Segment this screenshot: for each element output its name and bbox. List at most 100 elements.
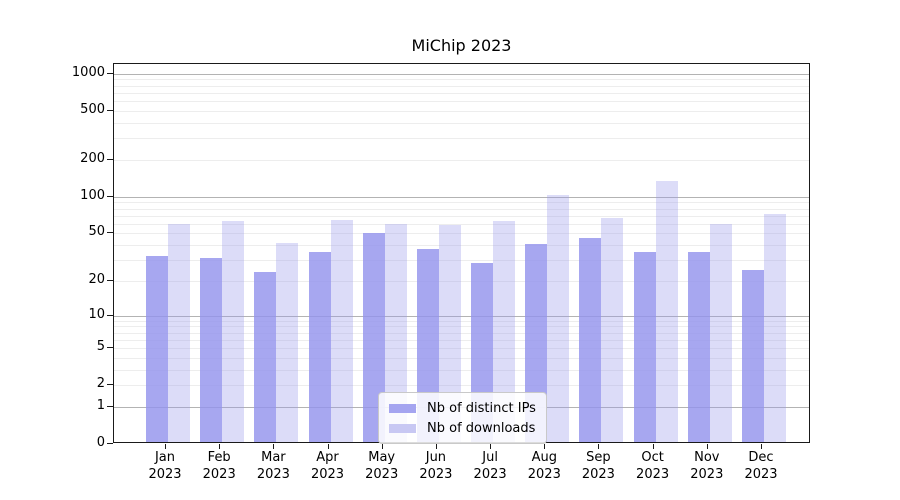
minor-gridline [114, 159, 809, 161]
bar-mar-distinct-ips [254, 271, 277, 442]
x-tick-label: Mar 2023 [256, 450, 290, 482]
x-tick-label: Nov 2023 [690, 450, 724, 482]
y-tick-mark [107, 314, 113, 316]
y-tick-mark [107, 443, 113, 444]
x-tick-mark [273, 444, 275, 449]
minor-gridline [114, 320, 809, 322]
y-tick-mark [107, 158, 113, 160]
x-tick-label: Feb 2023 [202, 450, 236, 482]
y-tick-label: 5 [96, 339, 105, 354]
legend-row-downloads: Nb of downloads [389, 418, 536, 438]
bar-mar-downloads [276, 243, 299, 442]
minor-gridline [114, 339, 809, 341]
y-tick-mark [107, 195, 113, 197]
minor-gridline [114, 369, 809, 371]
x-tick-label: Dec 2023 [744, 450, 778, 482]
bar-apr-distinct-ips [308, 251, 331, 442]
y-tick-label: 1 [96, 397, 105, 413]
minor-gridline [114, 215, 809, 217]
x-tick-label: Apr 2023 [310, 450, 345, 482]
minor-gridline [114, 202, 809, 204]
minor-gridline [114, 260, 809, 261]
y-tick-label: 100 [80, 187, 105, 203]
y-tick-mark [107, 109, 113, 111]
minor-gridline [114, 385, 809, 387]
major-gridline [114, 73, 809, 75]
minor-gridline [114, 280, 809, 282]
minor-gridline [114, 110, 809, 112]
x-tick-mark [381, 444, 383, 449]
y-tick-mark [107, 347, 113, 348]
bar-oct-downloads [655, 180, 678, 442]
minor-gridline [114, 101, 809, 103]
minor-gridline [114, 208, 809, 210]
chart-title: MiChip 2023 [411, 36, 512, 55]
y-tick-mark [107, 384, 113, 386]
bar-apr-downloads [330, 220, 353, 442]
minor-gridline [114, 326, 809, 328]
bar-may-downloads [384, 224, 407, 442]
y-tick-label: 10 [88, 306, 105, 322]
minor-gridline [114, 233, 809, 235]
x-tick-mark [761, 444, 762, 449]
y-tick-label: 20 [88, 271, 105, 287]
x-tick-mark [219, 444, 221, 449]
minor-gridline [114, 223, 809, 225]
legend-label-downloads: Nb of downloads [427, 420, 536, 436]
y-tick-label: 200 [80, 150, 105, 166]
legend-swatch-downloads [389, 423, 416, 433]
y-tick-label: 50 [88, 224, 105, 240]
minor-gridline [114, 122, 809, 124]
minor-gridline [114, 357, 809, 359]
x-tick-mark [435, 444, 437, 449]
minor-gridline [114, 332, 809, 334]
x-tick-mark [706, 444, 708, 449]
x-tick-mark [327, 444, 329, 449]
y-tick-mark [107, 72, 113, 74]
bar-feb-downloads [222, 220, 245, 442]
x-tick-label: May 2023 [365, 450, 399, 482]
minor-gridline [114, 138, 809, 140]
x-tick-mark [652, 444, 654, 449]
x-tick-label: Jul 2023 [473, 450, 507, 482]
x-tick-mark [544, 444, 546, 449]
minor-gridline [114, 85, 809, 87]
bar-feb-distinct-ips [200, 258, 223, 442]
bar-sep-downloads [601, 217, 624, 442]
legend-swatch-distinct-ips [389, 403, 416, 413]
bar-dec-distinct-ips [742, 269, 764, 442]
bar-jun-downloads [438, 225, 461, 442]
bar-jan-distinct-ips [146, 256, 168, 442]
y-tick-label: 1000 [71, 64, 105, 80]
major-gridline [114, 315, 809, 317]
x-tick-label: Jun 2023 [419, 450, 453, 482]
x-tick-label: Jan 2023 [148, 450, 182, 482]
minor-gridline [114, 79, 809, 81]
bar-sep-distinct-ips [579, 238, 602, 442]
major-gridline [114, 196, 809, 198]
x-tick-label: Sep 2023 [581, 450, 615, 482]
y-tick-label: 0 [96, 435, 105, 450]
minor-gridline [114, 348, 809, 349]
x-tick-label: Oct 2023 [636, 450, 670, 482]
bar-nov-distinct-ips [687, 251, 710, 442]
bar-jan-downloads [168, 224, 190, 442]
x-tick-label: Aug 2023 [527, 450, 561, 482]
legend-row-distinct-ips: Nb of distinct IPs [389, 398, 536, 418]
bar-aug-downloads [547, 194, 570, 442]
legend: Nb of distinct IPs Nb of downloads [378, 392, 547, 444]
x-tick-mark [598, 444, 600, 449]
y-tick-mark [107, 405, 113, 407]
y-tick-mark [107, 232, 113, 234]
y-tick-label: 500 [80, 101, 105, 117]
legend-label-distinct-ips: Nb of distinct IPs [427, 400, 536, 416]
x-tick-mark [490, 444, 492, 449]
bar-oct-distinct-ips [633, 251, 656, 442]
bar-nov-downloads [709, 223, 732, 442]
bar-dec-downloads [764, 213, 786, 442]
x-tick-mark [165, 444, 166, 449]
plot-area [113, 63, 810, 443]
minor-gridline [114, 245, 809, 246]
bar-jul-downloads [493, 220, 516, 442]
